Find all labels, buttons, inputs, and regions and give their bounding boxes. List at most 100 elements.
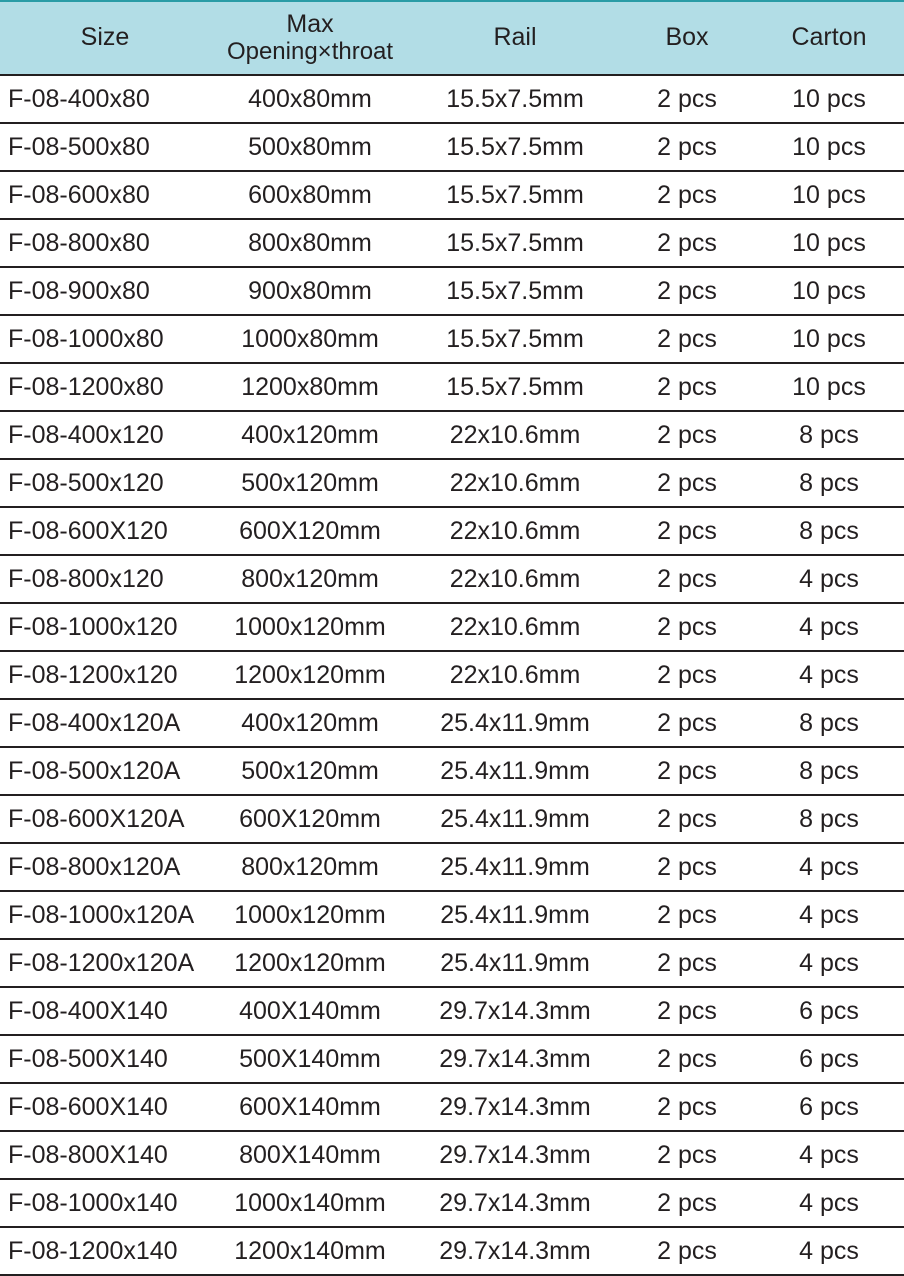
cell-value: 6 pcs bbox=[799, 997, 859, 1025]
cell-value: 15.5x7.5mm bbox=[446, 85, 584, 113]
cell: F-08-600X120A bbox=[0, 795, 210, 843]
cell: 2 pcs bbox=[620, 939, 754, 987]
cell-value: 1200x140mm bbox=[234, 1237, 385, 1265]
cell-value: 2 pcs bbox=[657, 181, 717, 209]
cell-value: 2 pcs bbox=[657, 1141, 717, 1169]
cell-value: F-08-400X140 bbox=[8, 997, 168, 1025]
cell: 1200x140mm bbox=[210, 1227, 410, 1275]
table-row: F-08-400x120A400x120mm25.4x11.9mm2 pcs8 … bbox=[0, 699, 904, 747]
cell-value: 10 pcs bbox=[792, 373, 866, 401]
table-body: F-08-400x80400x80mm15.5x7.5mm2 pcs10 pcs… bbox=[0, 75, 904, 1275]
cell: 400x120mm bbox=[210, 699, 410, 747]
cell: 800x80mm bbox=[210, 219, 410, 267]
cell: 1000x120mm bbox=[210, 891, 410, 939]
cell: 600X120mm bbox=[210, 795, 410, 843]
cell: F-08-1200x80 bbox=[0, 363, 210, 411]
cell: 15.5x7.5mm bbox=[410, 363, 620, 411]
cell: 2 pcs bbox=[620, 267, 754, 315]
cell-value: 25.4x11.9mm bbox=[440, 949, 590, 977]
cell-value: 22x10.6mm bbox=[450, 469, 581, 497]
cell: 2 pcs bbox=[620, 1179, 754, 1227]
cell-value: 2 pcs bbox=[657, 1093, 717, 1121]
table-row: F-08-500X140500X140mm29.7x14.3mm2 pcs6 p… bbox=[0, 1035, 904, 1083]
cell: 4 pcs bbox=[754, 1227, 904, 1275]
cell: 8 pcs bbox=[754, 411, 904, 459]
cell: 1200x120mm bbox=[210, 651, 410, 699]
cell-value: 15.5x7.5mm bbox=[446, 133, 584, 161]
cell: F-08-1200x120 bbox=[0, 651, 210, 699]
cell-value: 25.4x11.9mm bbox=[440, 757, 590, 785]
table-row: F-08-1000x120A1000x120mm25.4x11.9mm 2 pcs… bbox=[0, 891, 904, 939]
cell: 400X140mm bbox=[210, 987, 410, 1035]
cell: 4 pcs bbox=[754, 651, 904, 699]
cell: 15.5x7.5mm bbox=[410, 219, 620, 267]
cell-value: F-08-600X120 bbox=[8, 517, 168, 545]
cell: 900x80mm bbox=[210, 267, 410, 315]
cell: 2 pcs bbox=[620, 219, 754, 267]
cell: F-08-900x80 bbox=[0, 267, 210, 315]
cell-value: 500x80mm bbox=[248, 133, 372, 161]
table-row: F-08-1200x1201200x120mm22x10.6mm2 pcs4 p… bbox=[0, 651, 904, 699]
table-head: SizeMaxOpening×throatRailBoxCarton bbox=[0, 1, 904, 75]
cell: F-08-400X140 bbox=[0, 987, 210, 1035]
cell-value: 15.5x7.5mm bbox=[446, 277, 584, 305]
cell: 2 pcs bbox=[620, 651, 754, 699]
cell: 4 pcs bbox=[754, 555, 904, 603]
cell-value: 2 pcs bbox=[657, 901, 717, 929]
cell-value: 4 pcs bbox=[799, 901, 859, 929]
table-row: F-08-1200x801200x80mm15.5x7.5mm2 pcs10 p… bbox=[0, 363, 904, 411]
cell: 10 pcs bbox=[754, 219, 904, 267]
cell-value: 6 pcs bbox=[799, 1093, 859, 1121]
cell-value: 2 pcs bbox=[657, 949, 717, 977]
col-header-label: Box bbox=[665, 23, 708, 51]
table-row: F-08-1200x1401200x140mm29.7x14.3mm2 pcs4… bbox=[0, 1227, 904, 1275]
cell: 10 pcs bbox=[754, 363, 904, 411]
cell-value: F-08-500x80 bbox=[8, 133, 150, 161]
col-header-0: Size bbox=[0, 1, 210, 75]
cell: 400x120mm bbox=[210, 411, 410, 459]
cell: F-08-600X120 bbox=[0, 507, 210, 555]
cell: 22x10.6mm bbox=[410, 459, 620, 507]
cell: 10 pcs bbox=[754, 315, 904, 363]
table-row: F-08-600X120A600X120mm25.4x11.9mm2 pcs8 … bbox=[0, 795, 904, 843]
cell: F-08-800x80 bbox=[0, 219, 210, 267]
cell: 2 pcs bbox=[620, 747, 754, 795]
cell: F-08-500x120A bbox=[0, 747, 210, 795]
cell-value: 1000x80mm bbox=[241, 325, 379, 353]
cell: 4 pcs bbox=[754, 843, 904, 891]
cell: 10 pcs bbox=[754, 75, 904, 123]
cell: 600X120mm bbox=[210, 507, 410, 555]
cell: 1200x120mm bbox=[210, 939, 410, 987]
cell-value: F-08-1200x120A bbox=[8, 949, 194, 977]
cell: F-08-800x120 bbox=[0, 555, 210, 603]
cell: F-08-800X140 bbox=[0, 1131, 210, 1179]
cell-value: 600X120mm bbox=[239, 517, 381, 545]
cell-value: 2 pcs bbox=[657, 229, 717, 257]
cell-value: 15.5x7.5mm bbox=[446, 181, 584, 209]
cell: 22x10.6mm bbox=[410, 603, 620, 651]
cell: 600X140mm bbox=[210, 1083, 410, 1131]
cell-value: 29.7x14.3mm bbox=[439, 1045, 590, 1073]
cell-value: 4 pcs bbox=[799, 1237, 859, 1265]
cell: 15.5x7.5mm bbox=[410, 315, 620, 363]
cell-value: 400x120mm bbox=[241, 709, 379, 737]
cell: 6 pcs bbox=[754, 1035, 904, 1083]
cell: 800x120mm bbox=[210, 555, 410, 603]
cell: F-08-1000x120A bbox=[0, 891, 210, 939]
cell: 1000x120mm bbox=[210, 603, 410, 651]
cell: F-08-1200x140 bbox=[0, 1227, 210, 1275]
cell: 25.4x11.9mm bbox=[410, 891, 620, 939]
header-row: SizeMaxOpening×throatRailBoxCarton bbox=[0, 1, 904, 75]
cell-value: 500x120mm bbox=[241, 469, 379, 497]
cell: 2 pcs bbox=[620, 603, 754, 651]
table-row: F-08-1000x801000x80mm15.5x7.5mm2 pcs10 p… bbox=[0, 315, 904, 363]
cell: 4 pcs bbox=[754, 1179, 904, 1227]
cell-value: 4 pcs bbox=[799, 1141, 859, 1169]
table-row: F-08-800x80800x80mm15.5x7.5mm 2 pcs 10 pcs bbox=[0, 219, 904, 267]
table-row: F-08-400X140400X140mm29.7x14.3mm2 pcs6 p… bbox=[0, 987, 904, 1035]
cell-value: 8 pcs bbox=[799, 517, 859, 545]
cell-value: 8 pcs bbox=[799, 805, 859, 833]
cell-value: 2 pcs bbox=[657, 997, 717, 1025]
cell: 15.5x7.5mm bbox=[410, 123, 620, 171]
cell-value: 22x10.6mm bbox=[450, 421, 581, 449]
